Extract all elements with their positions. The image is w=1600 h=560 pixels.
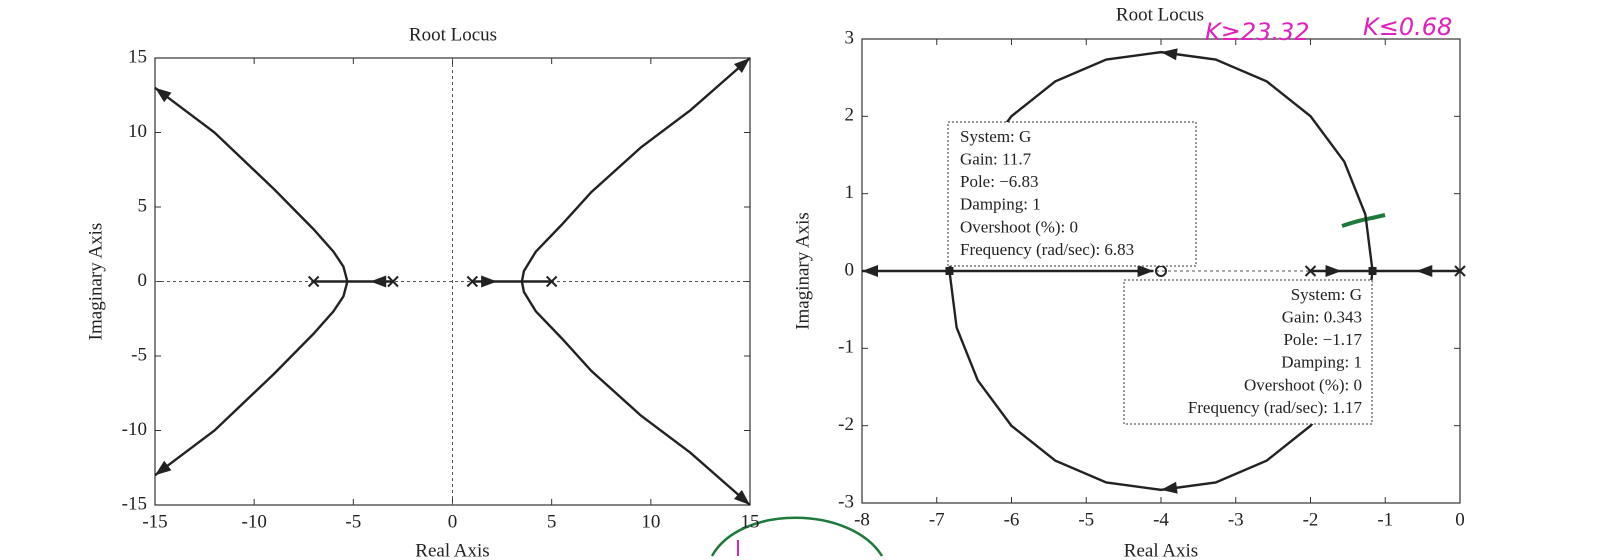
arrowhead bbox=[1325, 265, 1342, 277]
x-tick-label: -10 bbox=[242, 511, 267, 532]
arrowhead bbox=[155, 460, 172, 476]
chart-title: Root Locus bbox=[1116, 4, 1204, 25]
x-tick-label: -4 bbox=[1153, 509, 1169, 530]
datatip-box bbox=[947, 121, 1197, 267]
datatip-line: Damping: 1 bbox=[960, 195, 1041, 214]
x-tick-label: -7 bbox=[929, 509, 945, 530]
y-tick-label: 1 bbox=[845, 182, 855, 203]
y-tick-label: 2 bbox=[845, 105, 855, 126]
pole-marker bbox=[1304, 265, 1317, 277]
datatip-marker bbox=[945, 267, 954, 275]
y-tick-label: 5 bbox=[138, 195, 148, 216]
x-axis-label: Real Axis bbox=[1124, 540, 1198, 560]
x-tick-label: 10 bbox=[641, 511, 660, 532]
datatip-line: Overshoot (%): 0 bbox=[1244, 375, 1362, 394]
y-tick-label: -5 bbox=[131, 344, 147, 365]
x-tick-label: -5 bbox=[1078, 509, 1094, 530]
x-tick-label: -8 bbox=[854, 509, 870, 530]
pole-marker bbox=[387, 275, 399, 288]
datatip-line: Damping: 1 bbox=[1281, 353, 1362, 372]
x-tick-label: -1 bbox=[1377, 509, 1393, 530]
arrowhead bbox=[734, 58, 750, 74]
y-tick-label: -15 bbox=[122, 493, 147, 514]
locus-branch bbox=[520, 281, 751, 506]
arrowhead bbox=[1161, 48, 1178, 61]
locus-branch bbox=[154, 86, 349, 282]
datatip: System: G Gain: 11.7 Pole: −6.83 Damping: 1… bbox=[947, 121, 1197, 267]
y-tick-label: 15 bbox=[128, 46, 147, 67]
y-tick-label: 3 bbox=[845, 27, 855, 48]
handwritten-note: K≥23.32 bbox=[1205, 18, 1310, 46]
arrowhead bbox=[481, 275, 498, 288]
x-axis-label: Real Axis bbox=[415, 540, 489, 560]
y-tick-label: 10 bbox=[128, 121, 147, 142]
x-tick-label: 0 bbox=[1455, 509, 1465, 530]
datatip-line: System: G bbox=[960, 127, 1031, 146]
x-tick-label: -3 bbox=[1228, 509, 1244, 530]
locus-branch bbox=[154, 281, 349, 477]
x-tick-label: -5 bbox=[345, 511, 361, 532]
arrowhead bbox=[1416, 265, 1433, 277]
y-axis-label: Imaginary Axis bbox=[85, 223, 106, 341]
datatip-line: Frequency (rad/sec): 1.17 bbox=[1188, 398, 1363, 417]
arrowhead bbox=[1161, 481, 1178, 494]
arrowhead bbox=[734, 489, 750, 505]
x-tick-label: 15 bbox=[741, 511, 760, 532]
arrowhead bbox=[155, 87, 172, 103]
arrowhead bbox=[370, 275, 387, 288]
arrowhead bbox=[862, 265, 878, 277]
datatip-line: Pole: −1.17 bbox=[1283, 330, 1362, 349]
arrowhead bbox=[1137, 265, 1154, 277]
y-tick-label: 0 bbox=[845, 259, 855, 280]
datatip-line: Gain: 11.7 bbox=[960, 150, 1032, 169]
y-axis-label: Imaginary Axis bbox=[792, 212, 813, 330]
y-tick-label: 0 bbox=[138, 270, 148, 291]
x-tick-label: 5 bbox=[547, 511, 557, 532]
x-tick-label: -2 bbox=[1303, 509, 1319, 530]
datatip-marker bbox=[1368, 267, 1377, 275]
datatip-line: Overshoot (%): 0 bbox=[960, 217, 1078, 236]
x-tick-label: -6 bbox=[1004, 509, 1020, 530]
datatip-line: Pole: −6.83 bbox=[960, 172, 1039, 191]
y-tick-label: -10 bbox=[122, 419, 147, 440]
datatip-box bbox=[1123, 279, 1373, 425]
datatip-line: System: G bbox=[1291, 285, 1362, 304]
x-tick-label: -15 bbox=[142, 511, 167, 532]
pole-marker bbox=[466, 275, 479, 288]
datatip-line: Gain: 0.343 bbox=[1282, 308, 1362, 327]
y-tick-label: -3 bbox=[838, 491, 854, 512]
datatip-line: Frequency (rad/sec): 6.83 bbox=[960, 240, 1134, 259]
locus-branch bbox=[520, 57, 751, 282]
handwritten-note: K≤0.68 bbox=[1363, 13, 1452, 41]
pole-marker bbox=[545, 275, 558, 288]
pen-mark bbox=[1341, 213, 1386, 228]
x-tick-label: 0 bbox=[448, 511, 458, 532]
datatip: System: G Gain: 0.343 Pole: −1.17 Damping: … bbox=[1123, 279, 1373, 425]
chart-title: Root Locus bbox=[409, 24, 497, 45]
pole-marker bbox=[1454, 265, 1466, 277]
y-tick-label: -2 bbox=[838, 414, 854, 435]
pole-marker bbox=[307, 275, 320, 288]
pen-circle bbox=[710, 516, 884, 557]
y-tick-label: -1 bbox=[838, 337, 854, 358]
